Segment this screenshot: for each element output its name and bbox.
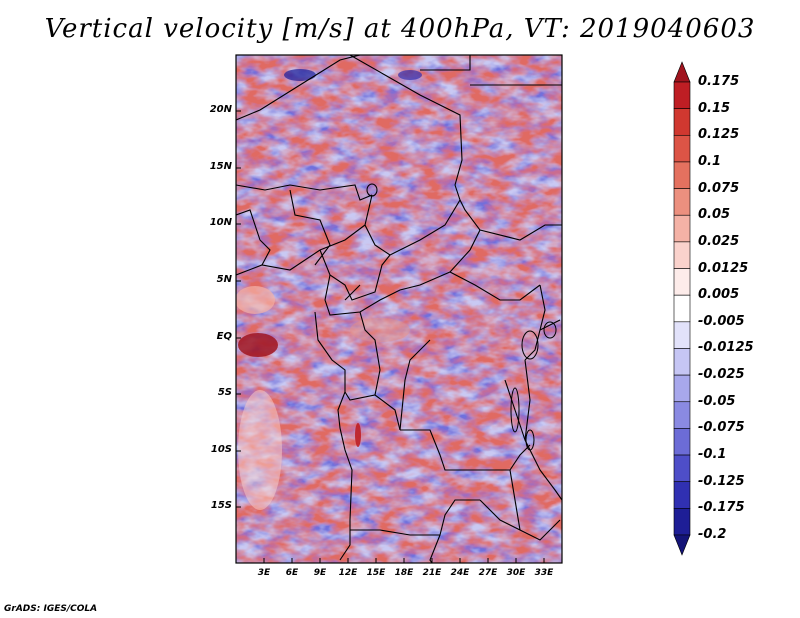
country-borders <box>236 55 562 563</box>
colorbar-label: 0.0125 <box>698 260 749 276</box>
colorbar-swatch <box>673 188 691 216</box>
lon-label-33e: 33E <box>534 568 554 578</box>
colorbar-label: 0.1 <box>698 153 722 169</box>
lon-label-27e: 27E <box>478 568 498 578</box>
colorbar-label: 0.125 <box>698 127 740 143</box>
colorbar-swatch <box>673 268 691 296</box>
downdraft-patch <box>398 70 422 80</box>
colorbar-swatch <box>673 374 691 403</box>
ascent-region <box>236 286 275 314</box>
colorbar-swatch <box>673 321 691 349</box>
colorbar-label: 0.15 <box>698 100 731 116</box>
map-frame <box>235 54 563 564</box>
lon-label-24e: 24E <box>450 568 470 578</box>
lat-label-10n: 10N <box>209 217 232 228</box>
colorbar-swatch <box>673 401 691 429</box>
colorbar-label: -0.025 <box>698 367 745 383</box>
colorbar-swatch <box>673 534 691 556</box>
strong-updraft-patch <box>238 333 278 357</box>
colorbar-label: -0.075 <box>698 420 745 436</box>
colorbar-label: 0.175 <box>698 74 740 89</box>
downdraft-patch <box>284 69 316 81</box>
lat-label-eq: EQ <box>216 331 232 342</box>
lat-label-15s: 15S <box>210 500 232 511</box>
lon-ticks <box>263 558 545 563</box>
lon-label-18e: 18E <box>394 568 414 578</box>
colorbar-label: -0.005 <box>698 313 745 329</box>
colorbar-label: 0.025 <box>698 233 740 249</box>
lat-label-10s: 10S <box>210 444 232 455</box>
colorbar-label: 0.075 <box>698 180 740 196</box>
lat-label-5n: 5N <box>216 274 232 285</box>
colorbar-label: -0.125 <box>698 473 745 489</box>
lat-label-20n: 20N <box>209 104 232 115</box>
updraft-streak <box>355 423 361 447</box>
lon-label-6e: 6E <box>285 568 299 578</box>
colorbar-swatch <box>673 214 691 243</box>
lon-label-15e: 15E <box>366 568 386 578</box>
lake-outlines <box>366 183 557 451</box>
ascent-region <box>350 318 410 342</box>
lon-label-30e: 30E <box>506 568 526 578</box>
colorbar-swatch <box>673 428 691 456</box>
colorbar-label: -0.2 <box>698 527 727 542</box>
colorbar-swatch <box>673 481 691 509</box>
colorbar-swatch <box>673 454 691 483</box>
lat-ticks <box>236 110 241 508</box>
colorbar-swatch <box>673 161 691 189</box>
colorbar-label: -0.05 <box>698 393 736 409</box>
colorbar-swatch <box>673 508 691 536</box>
colorbar-label: -0.0125 <box>698 340 754 356</box>
vertical-velocity-field <box>236 55 562 563</box>
colorbar-swatch <box>673 241 691 269</box>
grads-credit: GrADS: IGES/COLA <box>4 604 98 614</box>
lat-label-15n: 15N <box>209 161 232 172</box>
colorbar-swatch <box>673 294 691 323</box>
lon-label-3e: 3E <box>257 568 271 578</box>
colorbar-swatch <box>673 134 691 163</box>
lon-label-12e: 12E <box>338 568 358 578</box>
colorbar-label: 0.05 <box>698 207 731 223</box>
colorbar-swatch <box>673 348 691 376</box>
colorbar-swatch <box>673 81 691 109</box>
lon-label-9e: 9E <box>313 568 327 578</box>
colorbar-label: -0.1 <box>698 447 727 463</box>
colorbar-swatch <box>673 108 691 136</box>
colorbar-swatch <box>673 61 691 83</box>
ascent-region <box>238 390 282 510</box>
lon-label-21e: 21E <box>422 568 442 578</box>
colorbar <box>673 61 691 556</box>
lat-label-5s: 5S <box>217 387 232 398</box>
colorbar-label: -0.175 <box>698 500 745 516</box>
colorbar-label: 0.005 <box>698 287 740 303</box>
chart-title: Vertical velocity [m/s] at 400hPa, VT: 2… <box>44 14 756 44</box>
